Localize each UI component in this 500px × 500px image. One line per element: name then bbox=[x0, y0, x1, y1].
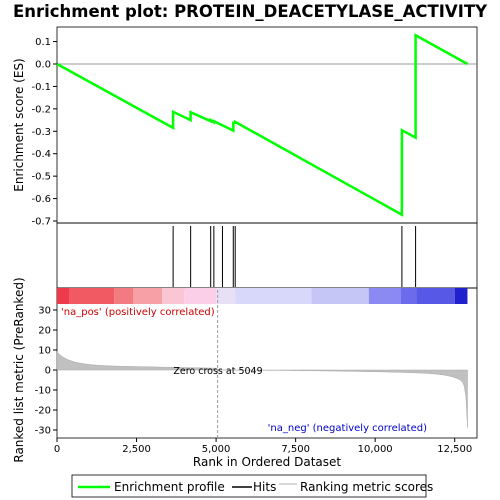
legend-box bbox=[71, 474, 427, 498]
metric-y-tick-label: 0 bbox=[45, 366, 51, 377]
x-tick-label: 10,000 bbox=[358, 444, 393, 455]
x-tick-label: 5,000 bbox=[202, 444, 231, 455]
zero-cross-label: Zero cross at 5049 bbox=[173, 366, 262, 377]
colorbar-segment bbox=[235, 288, 312, 304]
es-y-tick-label: -0.6 bbox=[31, 194, 51, 205]
es-y-tick-label: -0.3 bbox=[31, 127, 51, 138]
colorbar-segment bbox=[400, 288, 417, 304]
metric-y-tick-label: -20 bbox=[35, 406, 51, 417]
hits-panel-frame bbox=[56, 222, 478, 289]
metric-y-tick-label: 10 bbox=[38, 346, 51, 357]
x-tick-label: 7,500 bbox=[281, 444, 310, 455]
metric-y-axis-label: Ranked list metric (PreRanked) bbox=[12, 277, 26, 462]
x-tick-label: 2,500 bbox=[122, 444, 151, 455]
legend: Enrichment profile Hits Ranking metric s… bbox=[71, 474, 433, 498]
es-y-tick-label: -0.2 bbox=[31, 104, 51, 115]
es-y-tick-label: -0.1 bbox=[31, 82, 51, 93]
metric-y-axis: 30 20 10 0 -10 -20 -30 bbox=[35, 306, 57, 437]
x-tick-label: 0 bbox=[54, 444, 60, 455]
rank-colorbar bbox=[57, 288, 468, 304]
es-y-axis: 0.1 0.0 -0.1 -0.2 -0.3 -0.4 -0.5 -0.6 -0.7 bbox=[31, 37, 57, 228]
colorbar-segment bbox=[184, 288, 217, 304]
colorbar-segment bbox=[216, 288, 236, 304]
x-tick-label: 12,500 bbox=[437, 444, 472, 455]
x-axis: 0 2,500 5,000 7,500 10,000 12,500 bbox=[54, 438, 472, 455]
es-y-tick-label: -0.7 bbox=[31, 217, 51, 228]
metric-y-tick-label: -10 bbox=[35, 386, 51, 397]
es-y-tick-label: 0.0 bbox=[35, 60, 51, 71]
ranking-metric-area bbox=[56, 350, 468, 428]
enrichment-profile-line bbox=[56, 33, 469, 217]
es-y-tick-label: 0.1 bbox=[35, 37, 51, 48]
legend-label-hits: Hits bbox=[253, 480, 276, 494]
es-panel-frame bbox=[56, 26, 478, 224]
es-y-tick-label: -0.5 bbox=[31, 172, 51, 183]
pos-correlated-label: 'na_pos' (positively correlated) bbox=[61, 307, 215, 318]
colorbar-segment bbox=[162, 288, 185, 304]
legend-label-metric: Ranking metric scores bbox=[300, 480, 433, 494]
colorbar-segment bbox=[416, 288, 455, 304]
x-axis-label: Rank in Ordered Dataset bbox=[193, 455, 341, 469]
legend-label-enrichment: Enrichment profile bbox=[114, 480, 225, 494]
colorbar-segment bbox=[454, 288, 468, 304]
colorbar-segment bbox=[133, 288, 162, 304]
colorbar-segment bbox=[57, 288, 70, 304]
colorbar-segment bbox=[368, 288, 401, 304]
colorbar-segment bbox=[311, 288, 369, 304]
colorbar-segment bbox=[114, 288, 134, 304]
metric-y-tick-label: 20 bbox=[38, 326, 51, 337]
chart-title: Enrichment plot: PROTEIN_DEACETYLASE_ACT… bbox=[13, 2, 488, 21]
metric-y-tick-label: -30 bbox=[35, 426, 51, 437]
es-y-axis-label: Enrichment score (ES) bbox=[12, 58, 26, 191]
hits-ticks bbox=[172, 226, 417, 287]
es-y-tick-label: -0.4 bbox=[31, 149, 51, 160]
neg-correlated-label: 'na_neg' (negatively correlated) bbox=[268, 423, 427, 434]
metric-y-tick-label: 30 bbox=[38, 306, 51, 317]
colorbar-segment bbox=[69, 288, 115, 304]
